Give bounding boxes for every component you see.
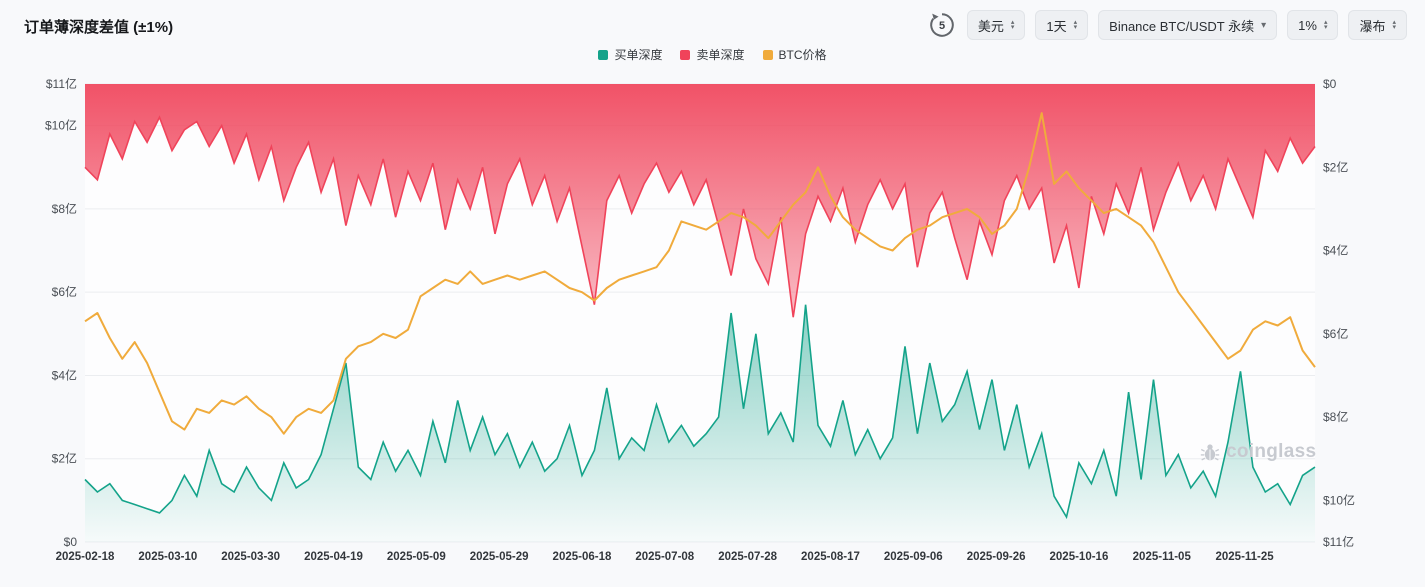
y-axis-label-right: $11亿 [1323,534,1354,549]
y-axis-label-right: $4亿 [1323,243,1348,258]
updown-arrows-icon: ▴ ▾ [1392,19,1396,31]
x-axis-label: 2025-03-30 [221,551,280,563]
buy-depth-swatch [598,49,609,60]
market-select[interactable]: Binance BTC/USDT 永续 ▾ [1098,10,1278,40]
interval-select-label: 1天 [1046,18,1067,34]
page-title: 订单薄深度差值 (±1%) [24,19,174,36]
buy-depth-line [84,304,1316,520]
depth-percent-select[interactable]: 1% ▴ ▾ [1287,10,1339,40]
y-axis-label-right: $2亿 [1323,159,1348,174]
chevron-down-icon: ▾ [1261,19,1267,31]
sell-depth-area [85,84,1315,318]
watermark: coinglass [1200,441,1316,463]
waterfall-select[interactable]: 瀑布 ▴ ▾ [1348,10,1407,40]
chart-legend: 买单深度 卖单深度 BTC价格 [0,46,1425,63]
interval-select[interactable]: 1天 ▴ ▾ [1035,10,1089,40]
depth-percent-select-label: 1% [1298,17,1317,33]
updown-arrows-icon: ▴ ▾ [1073,19,1078,31]
x-axis-label: 2025-09-26 [967,551,1026,563]
updown-arrows-icon: ▴ ▾ [1010,19,1015,31]
buy-depth-area [85,304,1315,542]
y-axis-label-left: $11亿 [46,76,77,91]
legend-label: BTC价格 [778,48,827,62]
chart-header: 订单薄深度差值 (±1%) 5 美元 ▴ ▾ 1天 ▴ ▾ Binance BTC/… [0,0,1425,40]
x-axis-label: 2025-11-05 [1133,551,1192,563]
legend-item-buy-depth[interactable]: 买单深度 [598,46,662,63]
y-axis-label-left: $6亿 [52,284,77,299]
y-axis-label-left: $2亿 [52,451,77,466]
x-axis-label: 2025-02-18 [56,551,115,563]
coinglass-logo-icon [1200,444,1220,461]
x-axis-label: 2025-03-10 [138,551,197,563]
y-axis-label-right: $8亿 [1323,409,1348,424]
y-axis-label-left: $10亿 [45,118,77,133]
sell-depth-line [84,115,1316,318]
currency-select-label: 美元 [977,18,1004,34]
btc-price-line [84,112,1316,435]
x-axis-label: 2025-10-16 [1050,551,1109,563]
x-axis-label: 2025-05-29 [470,551,529,563]
waterfall-select-label: 瀑布 [1359,18,1386,34]
y-axis-label-right: $10亿 [1323,492,1355,507]
y-axis-label-left: $0 [64,535,78,549]
x-axis-label: 2025-07-28 [718,551,777,563]
updown-arrows-icon: ▴ ▾ [1323,19,1328,31]
x-axis-label: 2025-07-08 [635,551,694,563]
btc-price-swatch [762,49,773,60]
x-axis-label: 2025-04-19 [304,551,363,563]
currency-select[interactable]: 美元 ▴ ▾ [966,10,1026,40]
legend-label: 卖单深度 [696,48,745,62]
watermark-text: coinglass [1226,441,1317,462]
y-axis-label-left: $4亿 [52,367,77,382]
y-axis-label-right: $0 [1323,77,1337,91]
y-axis-label-left: $8亿 [52,201,77,216]
refresh-countdown-button[interactable]: 5 [927,10,957,40]
y-axis-label-right: $6亿 [1323,326,1348,341]
legend-item-sell-depth[interactable]: 卖单深度 [680,46,745,63]
x-axis-label: 2025-11-25 [1215,551,1274,563]
market-select-label: Binance BTC/USDT 永续 [1109,18,1255,34]
toolbar: 5 美元 ▴ ▾ 1天 ▴ ▾ Binance BTC/USDT 永续 ▾ 1% ▴… [927,10,1407,40]
x-axis-label: 2025-05-09 [387,551,446,563]
sell-depth-swatch [680,49,691,60]
legend-label: 买单深度 [614,48,663,62]
x-axis-label: 2025-06-18 [553,551,612,563]
legend-item-btc-price[interactable]: BTC价格 [762,46,827,63]
refresh-icon: 5 [930,13,954,37]
x-axis-label: 2025-08-17 [801,551,860,563]
x-axis-label: 2025-09-06 [884,551,943,563]
svg-text:5: 5 [939,20,945,32]
